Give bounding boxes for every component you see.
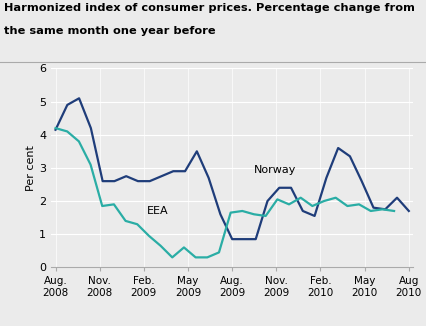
Text: the same month one year before: the same month one year before bbox=[4, 26, 216, 36]
Text: EEA: EEA bbox=[147, 206, 168, 215]
Text: Norway: Norway bbox=[254, 165, 296, 175]
Text: Harmonized index of consumer prices. Percentage change from: Harmonized index of consumer prices. Per… bbox=[4, 3, 415, 13]
Y-axis label: Per cent: Per cent bbox=[26, 145, 36, 191]
